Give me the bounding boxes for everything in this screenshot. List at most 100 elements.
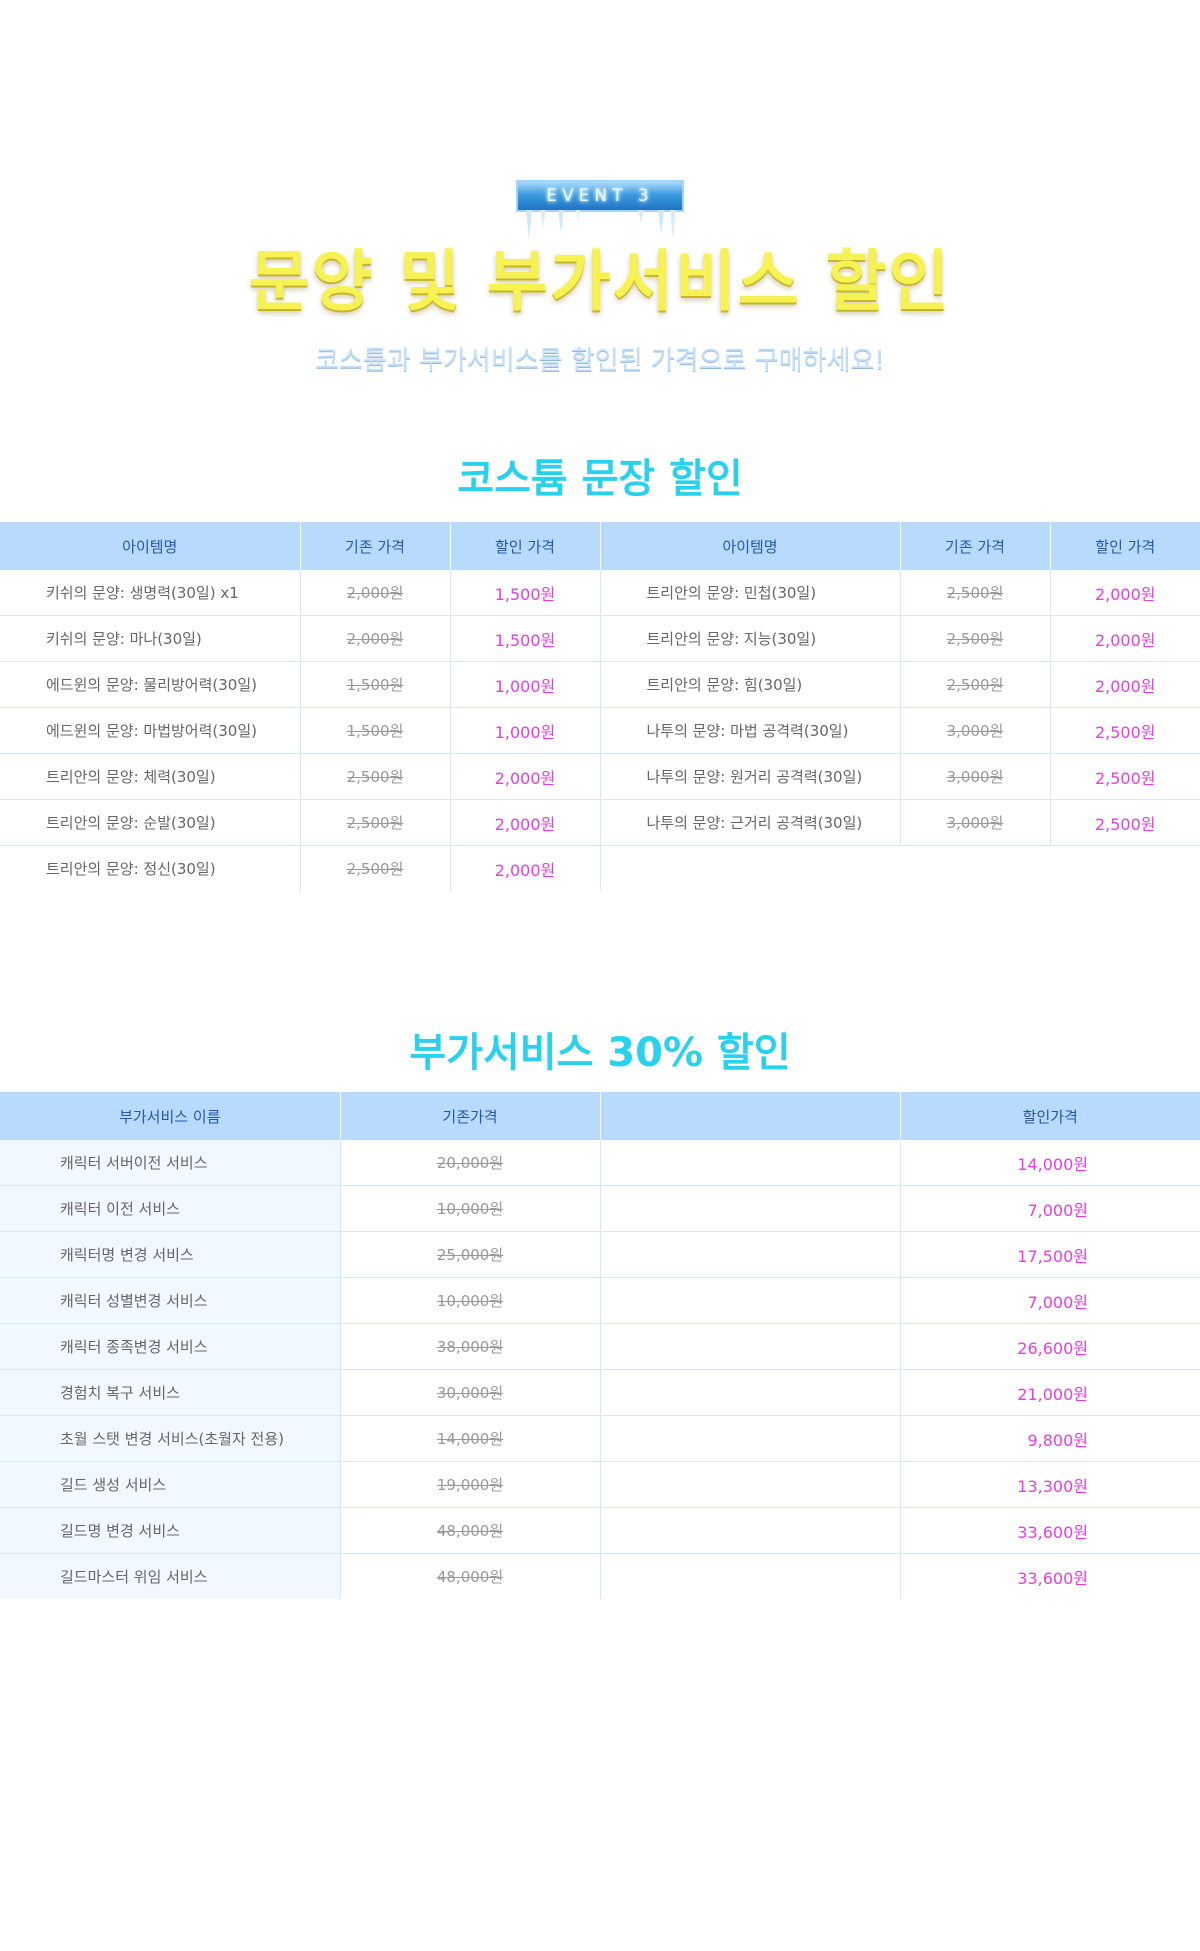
table-row: 에드윈의 문양: 물리방어력(30일) 1,500원 1,000원 트리안의 문… [0,661,1200,708]
table-row: 트리안의 문양: 순발(30일) 2,500원 2,000원 나투의 문양: 근… [0,799,1200,846]
empty-cell [600,1277,901,1324]
original-price: 2,500원 [900,661,1051,708]
table-row: 캐릭터명 변경 서비스 25,000원 17,500원 [0,1231,1200,1278]
original-price: 25,000원 [340,1231,601,1278]
original-price: 2,500원 [900,570,1051,616]
event-badge: EVENT 3 [516,180,684,212]
original-price: 3,000원 [900,799,1051,846]
sale-price: 1,500원 [450,615,601,662]
service-name: 캐릭터 종족변경 서비스 [0,1323,341,1370]
item-name: 트리안의 문양: 순발(30일) [0,799,301,846]
sale-price: 33,600원 [1017,1568,1088,1588]
table-row: 트리안의 문양: 체력(30일) 2,500원 2,000원 나투의 문양: 원… [0,753,1200,800]
sale-price: 2,000원 [1050,615,1200,662]
sale-price: 1,500원 [450,570,601,616]
sale-price: 33,600원 [900,1507,1200,1554]
original-price: 2,500원 [300,845,451,891]
original-price: 38,000원 [340,1323,601,1370]
column-header-service-name: 부가서비스 이름 [0,1092,341,1140]
sale-price: 2,000원 [1050,661,1200,708]
original-price: 48,000원 [340,1553,601,1599]
table-row: 초월 스탯 변경 서비스(초월자 전용) 14,000원 9,800원 [0,1415,1200,1462]
table-row: 캐릭터 서버이전 서비스 20,000원 14,000원 [0,1140,1200,1186]
original-price: 10,000원 [340,1277,601,1324]
original-price: 2,500원 [300,753,451,800]
item-name: 키쉬의 문양: 마나(30일) [0,615,301,662]
item-name: 트리안의 문양: 정신(30일) [0,845,301,891]
table-row: 트리안의 문양: 정신(30일) 2,500원 2,000원 [0,845,1200,891]
empty-cell [600,1461,901,1508]
column-header-blank [600,1092,901,1140]
column-header-item-name: 아이템명 [0,522,301,570]
table-row: 키쉬의 문양: 생명력(30일) x1 2,000원 1,500원 트리안의 문… [0,570,1200,616]
service-name: 캐릭터 이전 서비스 [0,1185,341,1232]
sale-price: 2,000원 [1050,570,1200,616]
sale-price: 2,000원 [450,799,601,846]
item-name: 에드윈의 문양: 마법방어력(30일) [0,707,301,754]
empty-cell [600,1231,901,1278]
service-name: 길드마스터 위임 서비스 [0,1553,341,1599]
sale-price: 1,000원 [450,661,601,708]
table-row: 에드윈의 문양: 마법방어력(30일) 1,500원 1,000원 나투의 문양… [0,707,1200,754]
sale-price: 26,600원 [900,1323,1200,1370]
table-row: 키쉬의 문양: 마나(30일) 2,000원 1,500원 트리안의 문양: 지… [0,615,1200,662]
original-price: 20,000원 [340,1140,601,1186]
sale-price: 21,000원 [900,1369,1200,1416]
table-header-row: 아이템명 기존 가격 할인 가격 아이템명 기존 가격 할인 가격 [0,522,1200,570]
original-price: 30,000원 [340,1369,601,1416]
item-name: 나투의 문양: 마법 공격력(30일) [599,707,901,754]
column-header-sale-price: 할인 가격 [1050,522,1200,570]
costume-section-title: 코스튬 문장 할인 [457,456,743,502]
original-price: 10,000원 [340,1185,601,1232]
sale-price: 14,000원 [900,1140,1200,1186]
empty-cell [600,1553,901,1599]
original-price: 3,000원 [900,707,1051,754]
service-name: 초월 스탯 변경 서비스(초월자 전용) [0,1415,341,1462]
service-name: 길드 생성 서비스 [0,1461,341,1508]
item-name: 트리안의 문양: 민첩(30일) [599,570,901,616]
item-name: 에드윈의 문양: 물리방어력(30일) [0,661,301,708]
service-name: 경험치 복구 서비스 [0,1369,341,1416]
item-name: 트리안의 문양: 힘(30일) [599,661,901,708]
service-section-title: 부가서비스 30% 할인 [409,1030,791,1076]
empty-cell [600,1415,901,1462]
original-price: 3,000원 [900,753,1051,800]
table-row: 길드명 변경 서비스 48,000원 33,600원 [0,1507,1200,1554]
table-row: 경험치 복구 서비스 30,000원 21,000원 [0,1369,1200,1416]
original-price: 2,500원 [300,799,451,846]
table-row: 캐릭터 이전 서비스 10,000원 7,000원 [0,1185,1200,1232]
sale-price: 2,000원 [450,845,601,891]
original-price: 1,500원 [300,661,451,708]
column-header-original-price: 기존 가격 [900,522,1051,570]
item-name: 트리안의 문양: 체력(30일) [0,753,301,800]
service-name: 캐릭터 성별변경 서비스 [0,1277,341,1324]
page-title: 문양 및 부가서비스 할인 [248,243,952,320]
sale-price: 1,000원 [450,707,601,754]
original-price: 48,000원 [340,1507,601,1554]
column-header-sale-price: 할인가격 [900,1092,1200,1140]
column-header-original-price: 기존가격 [340,1092,601,1140]
service-price-table: 부가서비스 이름 기존가격 할인가격 캐릭터 서버이전 서비스 20,000원 … [0,1092,1200,1599]
sale-price: 2,000원 [450,753,601,800]
item-name: 트리안의 문양: 지능(30일) [599,615,901,662]
empty-cell [600,1323,901,1370]
service-name: 캐릭터 서버이전 서비스 [0,1140,341,1186]
sale-price: 2,500원 [1050,799,1200,846]
column-header-original-price: 기존 가격 [300,522,451,570]
original-price: 2,500원 [900,615,1051,662]
original-price: 1,500원 [300,707,451,754]
empty-cell [600,1369,901,1416]
costume-price-table: 아이템명 기존 가격 할인 가격 아이템명 기존 가격 할인 가격 키쉬의 문양… [0,522,1200,891]
original-price: 14,000원 [340,1415,601,1462]
service-name: 캐릭터명 변경 서비스 [0,1231,341,1278]
item-name: 나투의 문양: 근거리 공격력(30일) [599,799,901,846]
icicles-decoration [526,210,676,240]
empty-cell [600,1140,901,1186]
sale-price: 7,000원 [900,1277,1200,1324]
original-price: 2,000원 [300,615,451,662]
original-price: 19,000원 [340,1461,601,1508]
table-row: 캐릭터 종족변경 서비스 38,000원 26,600원 [0,1323,1200,1370]
table-row: 길드 생성 서비스 19,000원 13,300원 [0,1461,1200,1508]
page-subtitle: 코스튬과 부가서비스를 할인된 가격으로 구매하세요! [315,346,885,376]
